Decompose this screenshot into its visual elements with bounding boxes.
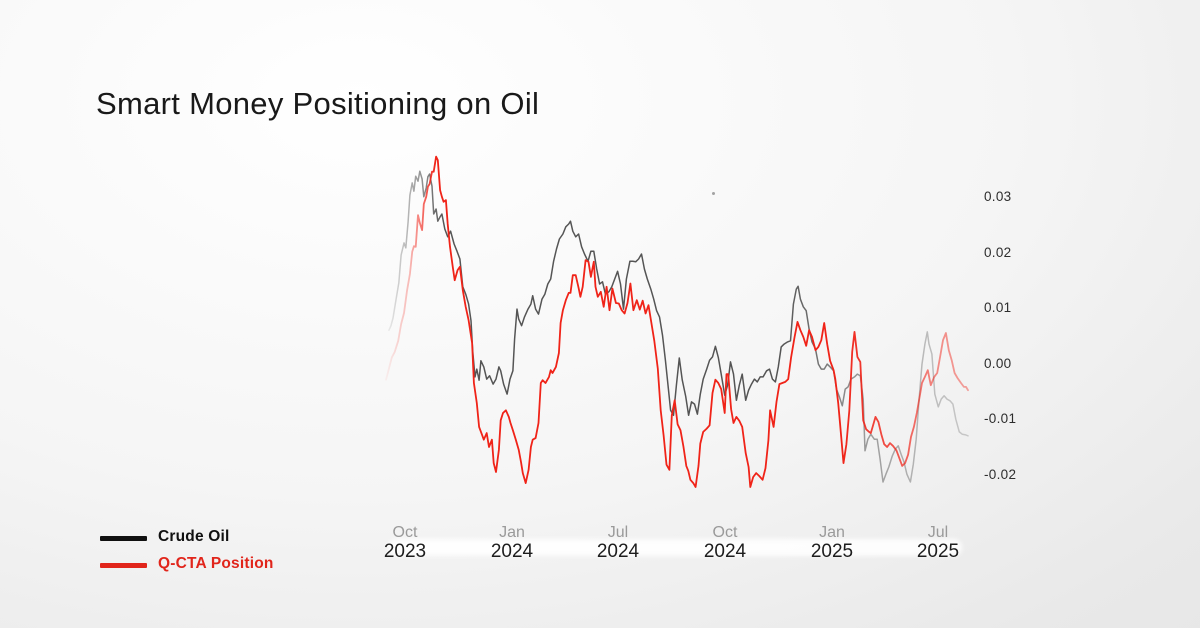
page-title: Smart Money Positioning on Oil <box>96 86 540 121</box>
y-tick-label: 0.03 <box>984 189 1012 204</box>
x-tick-month: Jan <box>499 524 525 541</box>
x-tick: Jul 2025 <box>893 524 983 562</box>
y-tick-label: 0.02 <box>984 245 1012 260</box>
speck-artifact <box>712 192 715 195</box>
x-tick-month: Jan <box>819 524 845 541</box>
legend-label: Q-CTA Position <box>158 555 274 572</box>
legend-label: Crude Oil <box>158 528 230 545</box>
legend-item-qcta-position: Q-CTA Position <box>100 555 360 582</box>
crude-oil-line <box>388 170 969 483</box>
x-tick-month: Jul <box>927 524 949 541</box>
legend: Crude Oil Q-CTA Position <box>100 528 360 582</box>
y-tick-label: -0.02 <box>984 467 1017 482</box>
y-tick-label: 0.01 <box>984 300 1012 315</box>
x-tick-year: 2024 <box>490 541 534 562</box>
x-tick-year: 2024 <box>596 541 640 562</box>
qcta-position-line-swatch <box>100 563 147 568</box>
qcta-position-line <box>385 155 969 488</box>
x-tick-year: 2025 <box>810 541 854 562</box>
legend-item-crude-oil: Crude Oil <box>100 528 360 555</box>
x-tick-year: 2024 <box>703 541 747 562</box>
x-tick: Jan 2025 <box>787 524 877 562</box>
x-tick-month: Oct <box>712 524 738 541</box>
x-tick: Jan 2024 <box>467 524 557 562</box>
x-tick: Oct 2024 <box>680 524 770 562</box>
x-tick-year: 2025 <box>916 541 960 562</box>
crude-oil-line-swatch <box>100 536 147 541</box>
axis-highlight-band <box>388 539 962 556</box>
x-tick-year: 2023 <box>383 541 427 562</box>
x-tick: Jul 2024 <box>573 524 663 562</box>
x-tick: Oct 2023 <box>360 524 450 562</box>
x-tick-month: Jul <box>607 524 629 541</box>
y-tick-label: -0.01 <box>984 411 1017 426</box>
y-tick-label: 0.00 <box>984 356 1012 371</box>
x-tick-month: Oct <box>392 524 418 541</box>
